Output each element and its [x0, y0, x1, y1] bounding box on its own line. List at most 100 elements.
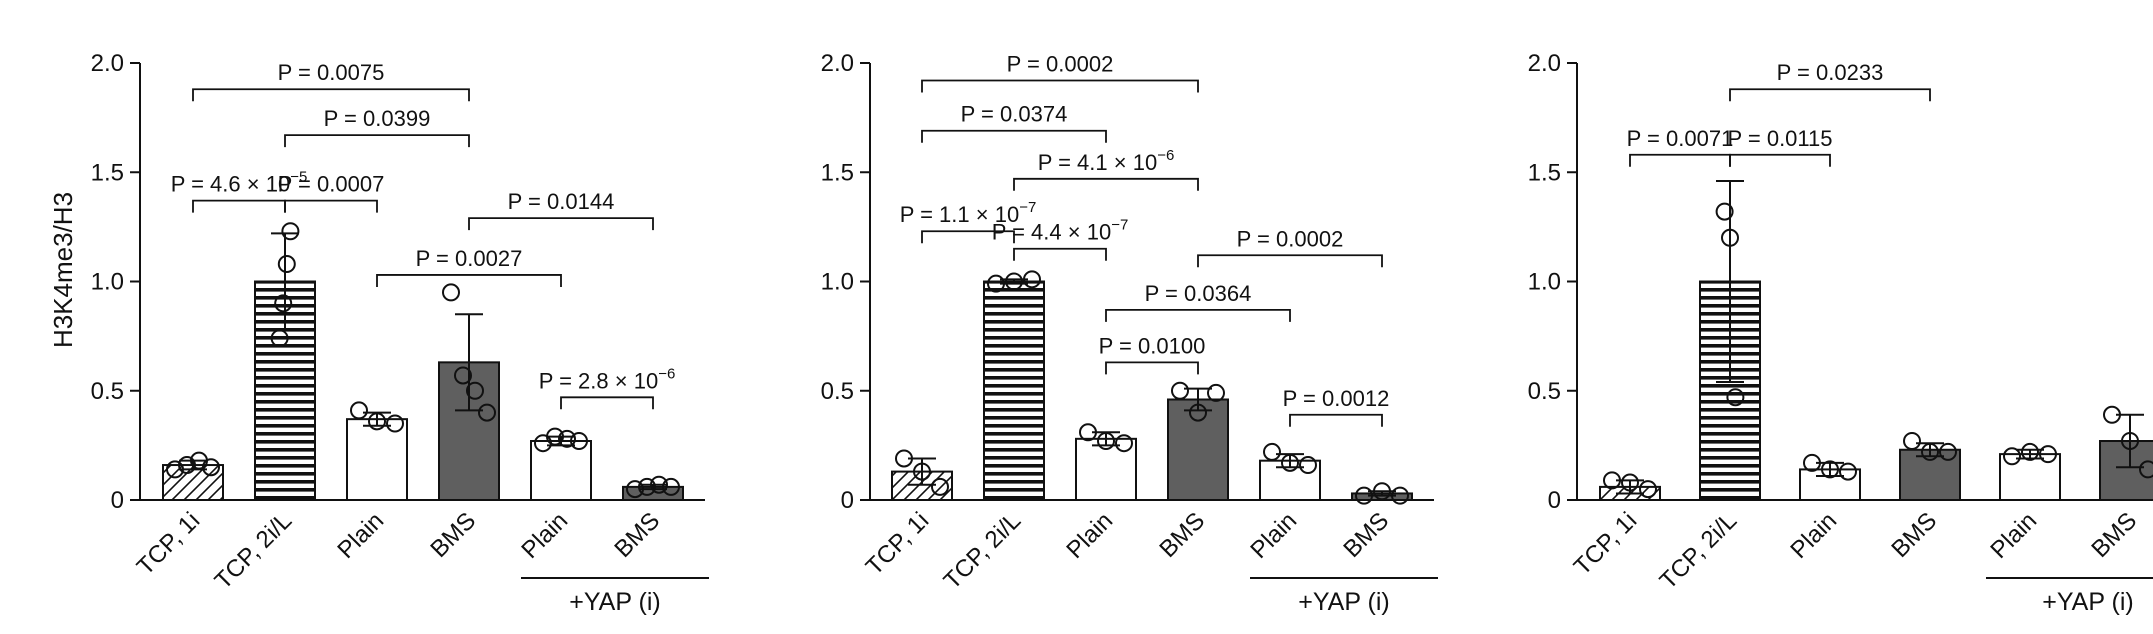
p-value-text: P = 0.0233 [1777, 60, 1884, 85]
data-point [2003, 447, 2021, 466]
p-value-label: P = 0.0002 [1237, 226, 1344, 251]
significance-bracket [376, 274, 562, 287]
significance-bracket [1729, 153, 1831, 167]
significance-bracket [921, 129, 1107, 143]
p-value-label: P = 4.1 × 10−6 [1038, 147, 1175, 175]
y-tick-label: 1.5 [821, 159, 854, 186]
data-point [1115, 434, 1133, 453]
data-point [2103, 405, 2121, 424]
category-label: BMS [2086, 507, 2142, 563]
category-label: Plain [1785, 507, 1842, 564]
y-tick-label: 2.0 [821, 50, 854, 77]
data-point [1171, 381, 1189, 400]
y-tick-label: 0.5 [1528, 378, 1561, 405]
data-point [662, 477, 680, 496]
p-value-label: P = 1.1 × 10−7 [900, 199, 1037, 227]
data-point [1263, 442, 1281, 461]
group-label: +YAP (i) [569, 588, 660, 616]
p-value-text: P = 4.4 × 10 [992, 220, 1111, 245]
p-value-label: P = 0.0075 [278, 60, 385, 85]
p-value-label: P = 0.0012 [1283, 386, 1390, 411]
data-point [1097, 432, 1115, 451]
p-value-text: P = 2.8 × 10 [539, 368, 658, 393]
category-label: Plain [1061, 507, 1118, 564]
data-point [1721, 228, 1739, 247]
data-point [1005, 272, 1023, 291]
data-point [2039, 445, 2057, 464]
y-tick-label: 0 [841, 487, 854, 514]
y-tick-label: 0 [1548, 487, 1561, 514]
data-point [281, 222, 300, 241]
p-value-text: P = 0.0027 [416, 246, 523, 271]
data-point [274, 294, 293, 313]
p-value-label: P = 0.0115 [1727, 126, 1832, 151]
data-point [1939, 442, 1957, 461]
p-value-text: P = 4.1 × 10 [1038, 150, 1157, 175]
p-value-label: P = 0.0071 [1627, 126, 1734, 151]
y-tick-label: 2.0 [1528, 50, 1561, 77]
data-point [1355, 486, 1373, 505]
y-axis-label: H3K4me3/H3 [48, 192, 78, 348]
data-point [1903, 432, 1921, 451]
significance-bracket [1629, 153, 1731, 167]
data-point [277, 255, 296, 274]
data-point [1023, 270, 1041, 289]
data-point [1079, 423, 1097, 442]
p-value-exponent: −7 [1111, 217, 1128, 234]
p-value-label: P = 0.0374 [961, 102, 1068, 127]
p-value-text: P = 0.0399 [324, 106, 431, 131]
y-tick-label: 1.5 [91, 159, 124, 186]
data-point [1603, 471, 1621, 490]
data-point [1373, 482, 1391, 501]
data-point [466, 381, 484, 400]
bar-4 [1167, 398, 1229, 501]
p-value-exponent: −7 [1019, 199, 1036, 216]
category-label: Plain [332, 507, 389, 564]
data-point [1207, 383, 1225, 402]
data-point [454, 366, 472, 385]
significance-bracket [192, 199, 286, 213]
p-value-text: P = 0.0002 [1237, 226, 1344, 251]
data-point [1715, 202, 1734, 221]
group-label: +YAP (i) [2042, 588, 2133, 616]
data-point [650, 475, 668, 494]
data-point [1803, 453, 1821, 472]
significance-bracket [284, 134, 470, 148]
p-value-label: P = 2.8 × 10−6 [539, 365, 676, 393]
y-tick-label: 0.5 [91, 378, 124, 405]
significance-bracket [1105, 361, 1199, 375]
group-label: +YAP (i) [1298, 588, 1389, 616]
bar-2 [983, 280, 1045, 501]
significance-bracket [1729, 88, 1931, 102]
p-value-text: P = 0.0012 [1283, 386, 1390, 411]
category-label: TCP, 1i [861, 507, 934, 580]
p-value-text: P = 0.0071 [1627, 126, 1734, 151]
p-value-label: P = 4.6 × 10−5 [171, 169, 308, 197]
data-point [1726, 388, 1745, 407]
data-point [202, 458, 220, 477]
p-value-label: P = 0.0007 [278, 172, 385, 197]
p-value-exponent: −5 [290, 169, 307, 186]
chart-panel-2: 0 0.5 1.0 1.5 2.0 TCP, 1i TCP, 2i/L Plain BMS Pla… [821, 50, 1438, 616]
category-label: Plain [516, 507, 573, 564]
data-point [178, 456, 196, 475]
p-value-text: P = 4.6 × 10 [171, 172, 290, 197]
data-point [570, 432, 588, 451]
data-point [638, 477, 656, 496]
data-point [270, 329, 289, 348]
data-point [1639, 480, 1657, 499]
p-value-exponent: −6 [1157, 147, 1174, 164]
significance-bracket [921, 79, 1199, 93]
y-tick-label: 1.0 [91, 269, 124, 296]
data-point [1189, 403, 1207, 422]
significance-bracket [921, 230, 1015, 244]
data-point [442, 283, 460, 302]
category-label: TCP, 2i/L [1655, 507, 1743, 595]
significance-bracket [1289, 413, 1383, 427]
category-label: BMS [425, 507, 481, 563]
significance-bracket [192, 88, 470, 102]
significance-bracket [1197, 254, 1383, 268]
data-point [626, 480, 644, 499]
data-point [2021, 442, 2039, 461]
